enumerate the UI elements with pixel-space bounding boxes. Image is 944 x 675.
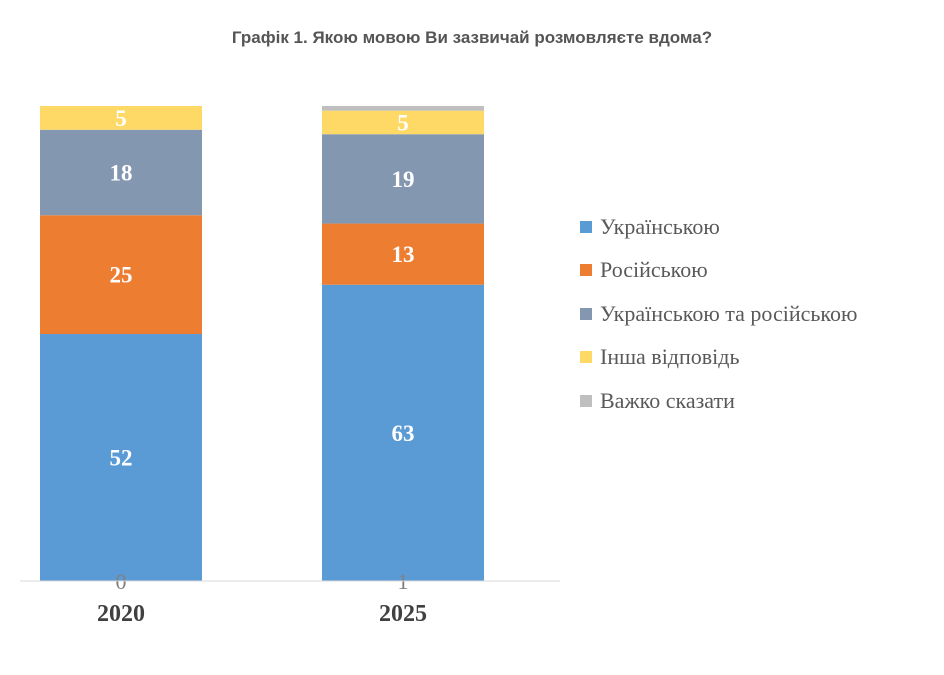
data-label-2020-1: 52 <box>110 446 133 471</box>
legend-item-2: Російською <box>580 249 857 293</box>
data-label-2020-4: 5 <box>115 106 127 131</box>
legend-label: Українською та російською <box>600 300 858 326</box>
chart-legend: Українською Російською Українською та росі… <box>580 205 857 423</box>
legend-item-4: Інша відповідь <box>580 336 857 380</box>
bar-segment-2020-3 <box>40 129 202 216</box>
data-label-2020-2: 25 <box>110 263 133 288</box>
legend-swatch <box>580 394 592 407</box>
legend-swatch <box>580 264 592 277</box>
legend-item-5: Важко сказати <box>580 379 857 423</box>
bar-segment-2020-4 <box>40 106 202 130</box>
legend-label: Російською <box>600 257 708 283</box>
bar-segment-2025-5 <box>322 106 484 111</box>
legend-label: Важко сказати <box>600 387 735 413</box>
legend-swatch <box>580 307 592 320</box>
x-tick-label-2025: 2025 <box>379 601 427 627</box>
chart-title: Графік 1. Якою мовою Ви зазвичай розмовл… <box>231 28 713 47</box>
data-label-2020-3: 18 <box>110 161 133 186</box>
data-label-2025-1: 63 <box>392 421 415 446</box>
legend-swatch <box>580 220 592 233</box>
x-tick-label-2020: 2020 <box>97 601 145 627</box>
bar-segment-2020-2 <box>40 215 202 334</box>
bar-segment-2025-2 <box>322 223 484 285</box>
data-label-2025-3: 19 <box>392 167 415 192</box>
data-label-2025-2: 13 <box>392 242 415 267</box>
legend-item-1: Українською <box>580 205 857 249</box>
legend-swatch <box>580 351 592 364</box>
bar-segment-2025-1 <box>322 284 484 581</box>
bar-segment-2025-4 <box>322 110 484 135</box>
legend-label: Інша відповідь <box>600 344 740 370</box>
legend-label: Українською <box>600 213 720 239</box>
bar-segment-2020-1 <box>40 334 202 581</box>
legend-item-3: Українською та російською <box>580 292 857 336</box>
data-label-2025-4: 5 <box>397 110 409 135</box>
bar-segment-2025-3 <box>322 134 484 224</box>
